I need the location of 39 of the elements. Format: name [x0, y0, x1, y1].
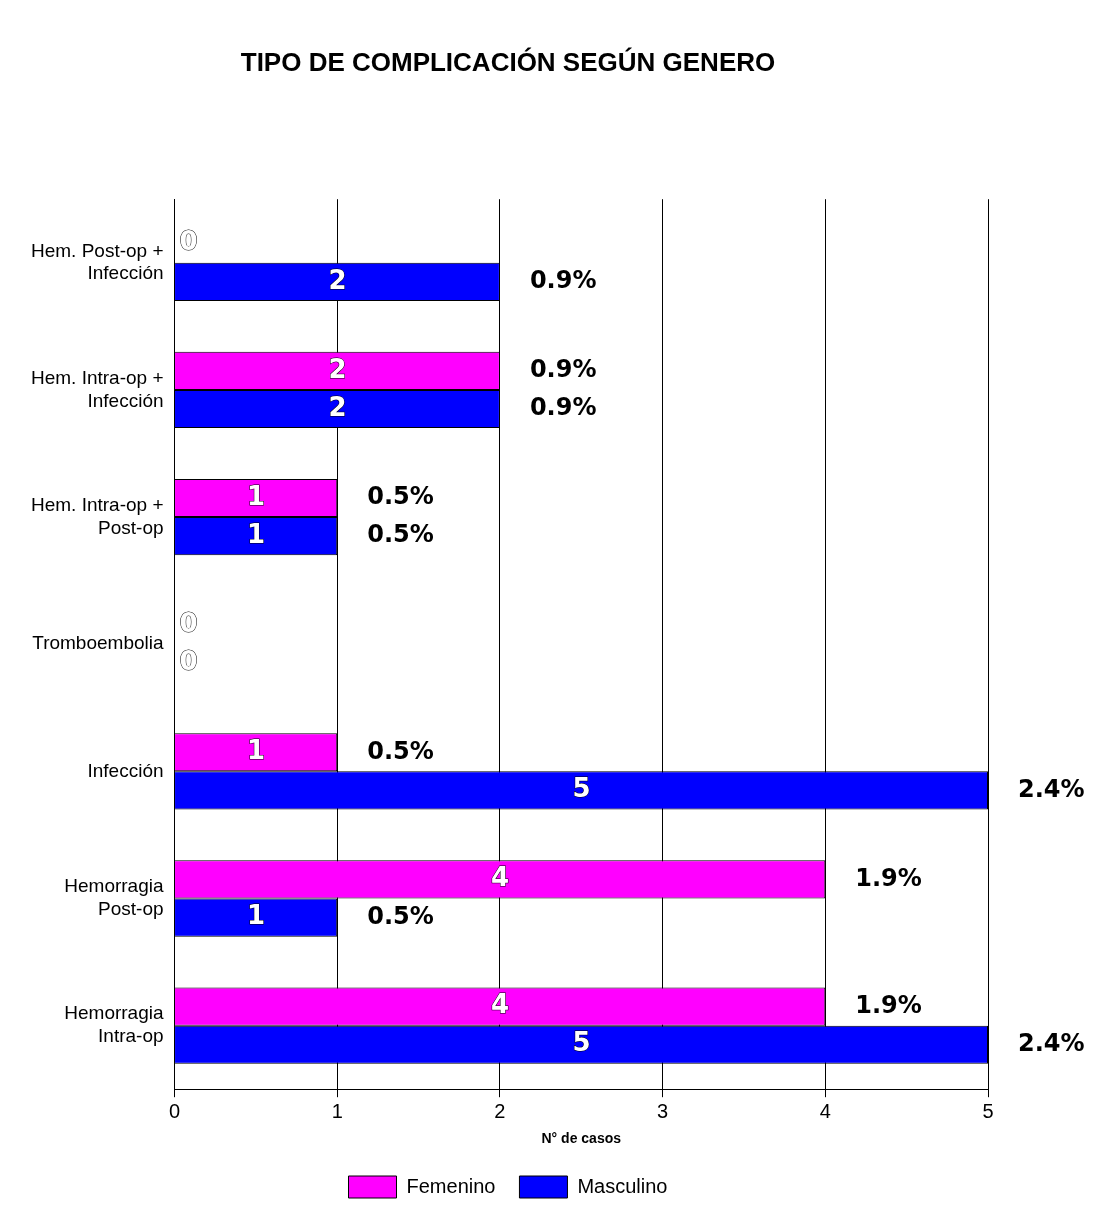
- annotation: 1.9%: [855, 863, 922, 892]
- data-label: 4: [491, 989, 510, 1020]
- y-tick-label: Hem. Intra-op + Post-op: [31, 493, 164, 538]
- annotation: 2.4%: [1018, 1028, 1085, 1057]
- y-tick-label: Infección: [87, 759, 164, 781]
- data-label: 5: [572, 773, 591, 804]
- chart-title: TIPO DE COMPLICACIÓN SEGÚN GENERO: [240, 46, 776, 77]
- x-tick-label: 1: [331, 1099, 343, 1122]
- y-tick-label: Hemorragia Post-op: [64, 875, 164, 920]
- data-label: 1: [247, 518, 266, 549]
- annotation: 2.4%: [1018, 774, 1085, 803]
- annotation: 0.9%: [529, 266, 597, 295]
- annotation: 0.5%: [367, 901, 434, 930]
- x-tick-label: 5: [982, 1099, 994, 1122]
- x-tick-label: 4: [819, 1099, 831, 1122]
- annotation: 0.9%: [529, 393, 597, 422]
- y-tick-label: Hemorragia Intra-op: [64, 1002, 164, 1047]
- annotation: 0.5%: [367, 482, 434, 511]
- legend-label: Femenino: [406, 1174, 496, 1197]
- annotation: 1.9%: [855, 990, 922, 1019]
- x-tick-label: 2: [494, 1099, 506, 1122]
- y-tick-label: Tromboembolia: [32, 632, 164, 654]
- y-tick-label: Hem. Intra-op + Infección: [31, 366, 164, 411]
- x-axis-title: N° de casos: [541, 1130, 622, 1147]
- data-label: 5: [572, 1027, 591, 1058]
- data-label: 2: [328, 353, 347, 384]
- data-label: 4: [491, 862, 510, 893]
- data-label: 1: [247, 735, 266, 766]
- data-label: 1: [247, 900, 266, 931]
- x-tick-label: 0: [168, 1099, 181, 1122]
- y-tick-label: Hem. Post-op + Infección: [31, 239, 164, 284]
- annotation: 0.5%: [367, 736, 434, 765]
- data-label: 2: [328, 391, 347, 422]
- legend-label: Masculino: [577, 1174, 668, 1197]
- x-tick-label: 3: [657, 1099, 669, 1122]
- annotation: 0.5%: [367, 520, 434, 549]
- data-label: 1: [247, 480, 266, 511]
- annotation: 0.9%: [529, 355, 597, 384]
- data-label: 2: [328, 264, 347, 295]
